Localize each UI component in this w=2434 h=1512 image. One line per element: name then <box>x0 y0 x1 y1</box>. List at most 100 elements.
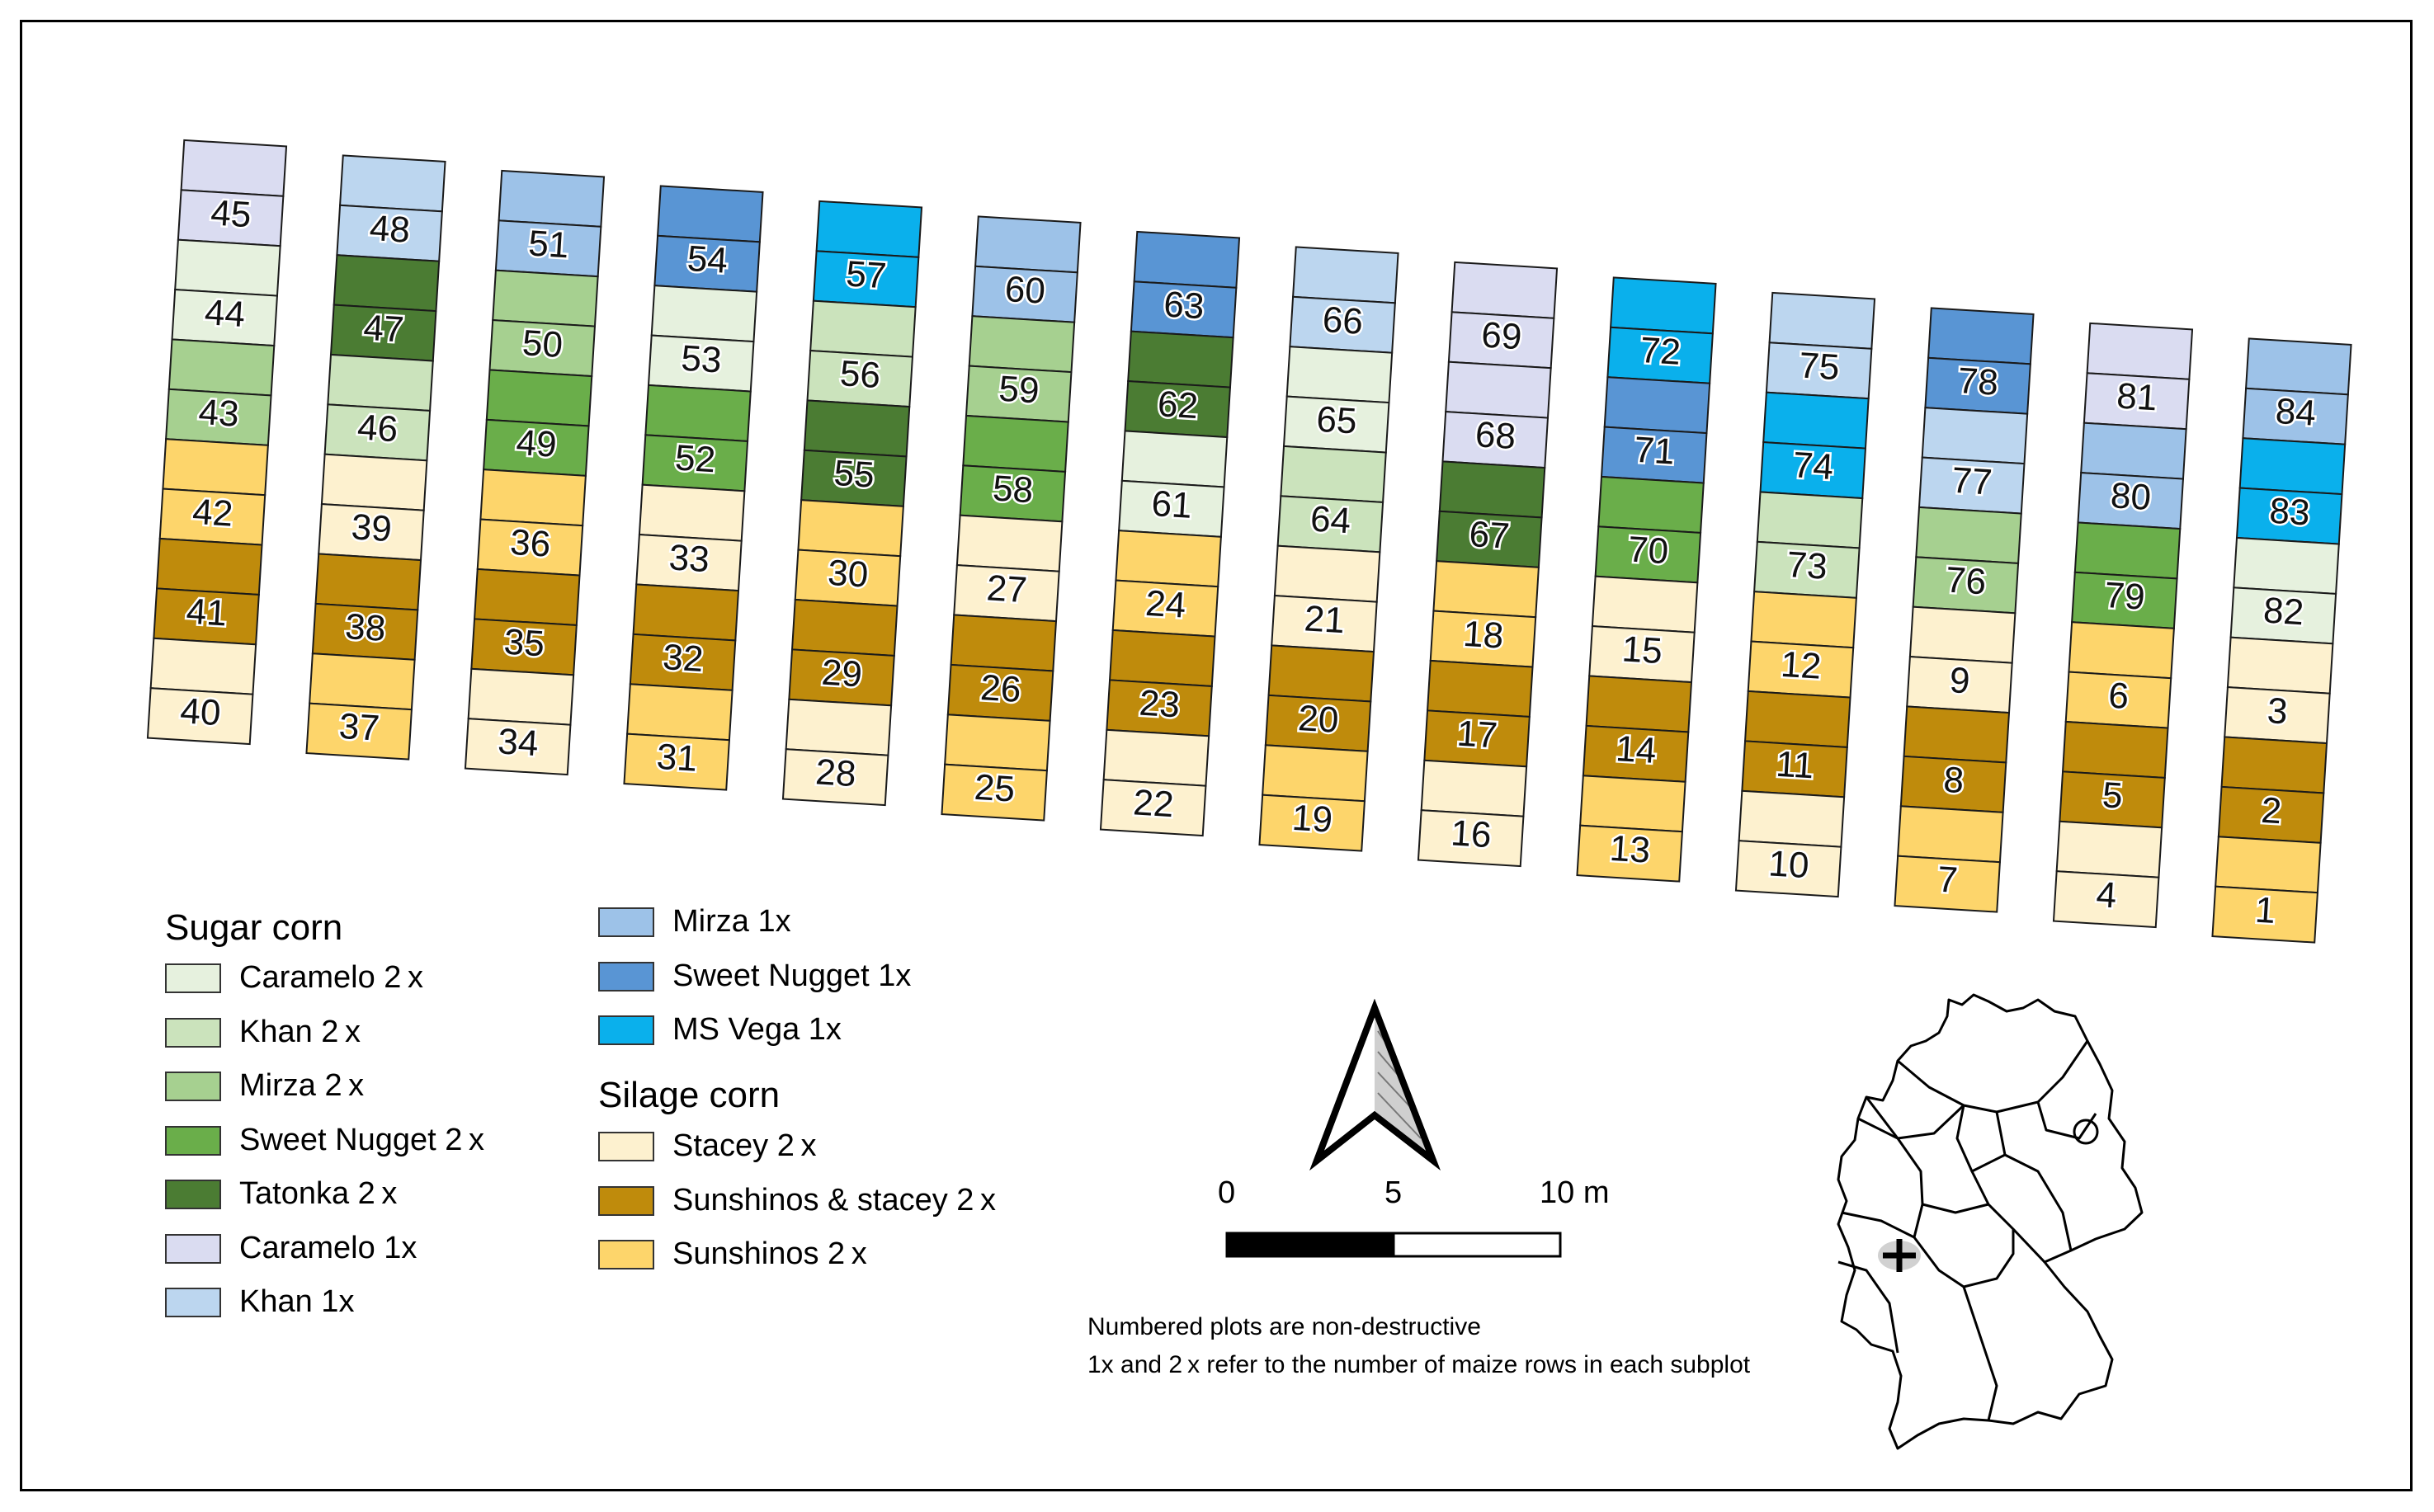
subplot-tatonka-2x <box>333 254 441 313</box>
plot-number: 50 <box>521 323 564 365</box>
north-arrow-icon <box>1309 998 1441 1171</box>
subplot-caramelo-2x <box>1285 346 1394 404</box>
legend-item-khan-1x: Khan 1x <box>165 1284 627 1321</box>
subplot-sunshinos-stacey-2x <box>155 537 263 596</box>
subplot-sunshinos-2x <box>626 683 734 742</box>
plot-number: 34 <box>497 721 540 764</box>
subplot-sweet-nugget-2x <box>1597 475 1705 534</box>
subplot-sweet-nugget-2x <box>962 414 1069 473</box>
legend-swatch <box>598 961 654 992</box>
subplot-stacey-2x <box>320 453 428 511</box>
plot-number: 28 <box>814 751 857 794</box>
subplot-caramelo-1x <box>1450 261 1559 319</box>
subplot-sunshinos-stacey-2x <box>2220 736 2328 794</box>
legend-swatch <box>165 1125 221 1156</box>
plot-strip: 66 65 64 21 20 19 <box>1258 246 1399 852</box>
plot-strips: 4544434241404847463938375150493635345453… <box>146 139 2352 944</box>
legend-item-tatonka-2x: Tatonka 2 x <box>165 1176 627 1213</box>
plot-strip: 48 47 46 39 38 37 <box>305 154 446 761</box>
subplot-sunshinos-2x <box>623 732 730 791</box>
plot-number: 5 <box>2101 775 2124 816</box>
legend-item-sweet-nugget-1x: Sweet Nugget 1x <box>598 959 1060 995</box>
scale-label-5: 5 <box>1384 1175 1403 1210</box>
plot-number: 71 <box>1633 430 1676 473</box>
subplot-sunshinos-2x <box>941 763 1048 822</box>
subplot-sweet-nugget-1x <box>1133 230 1241 289</box>
legend-swatch <box>165 1233 221 1264</box>
plot-number: 51 <box>527 223 570 266</box>
subplot-stacey-2x <box>2052 870 2160 929</box>
subplot-tatonka-2x <box>1127 330 1234 389</box>
subplot-stacey-2x <box>467 667 575 726</box>
plot-number: 4 <box>2095 874 2117 916</box>
legend-label: Tatonka 2 x <box>239 1176 398 1211</box>
germany-locator-map <box>1837 993 2144 1450</box>
plot-number: 22 <box>1132 782 1175 825</box>
note-non-destructive: Numbered plots are non-destructive <box>1087 1313 1481 1340</box>
plot-number: 48 <box>368 208 411 251</box>
plot-number: 19 <box>1291 798 1334 841</box>
subplot-sunshinos-stacey-2x <box>1743 690 1851 749</box>
legend-label: Mirza 2 x <box>239 1068 365 1103</box>
subplot-sunshinos-2x <box>162 438 269 497</box>
subplot-sunshinos-stacey-2x <box>2061 720 2169 780</box>
legend-label: Caramelo 1x <box>239 1230 417 1265</box>
legend-item-khan-2x: Khan 2 x <box>165 1014 627 1051</box>
subplot-mirza-1x <box>974 215 1082 274</box>
subplot-khan-2x <box>327 353 434 412</box>
legend-label: Caramelo 2 x <box>239 960 424 995</box>
subplot-sunshinos-2x <box>1897 805 2004 864</box>
subplot-ms-vega-1x <box>1762 391 1870 450</box>
subplot-sunshinos-2x <box>1894 855 2001 913</box>
subplot-sunshinos-2x <box>305 702 413 761</box>
subplot-mirza-1x <box>498 169 606 228</box>
subplot-stacey-2x <box>1591 575 1699 634</box>
subplot-ms-vega-1x <box>1610 276 1717 335</box>
plot-number: 77 <box>1951 460 1993 503</box>
plot-strip: 60 59 58 27 26 25 <box>941 215 1082 822</box>
plot-number: 62 <box>1157 384 1200 426</box>
plot-strip: 54 53 52 33 32 31 <box>623 185 764 791</box>
plot-number: 38 <box>344 606 387 649</box>
subplot-stacey-2x <box>146 687 254 746</box>
legend-swatch <box>165 1180 221 1209</box>
plot-number: 55 <box>833 453 875 496</box>
legend-swatch <box>165 1072 221 1101</box>
subplot-stacey-2x <box>1738 789 1846 848</box>
subplot-sunshinos-2x <box>1115 530 1222 588</box>
subplot-stacey-2x <box>1417 809 1525 868</box>
plot-number: 1 <box>2254 890 2276 931</box>
plot-number: 78 <box>1956 360 1999 403</box>
subplot-sunshinos-stacey-2x <box>950 614 1058 672</box>
plot-number: 2 <box>2260 790 2282 831</box>
subplot-sunshinos-2x <box>1432 560 1540 619</box>
plot-number: 57 <box>845 253 888 296</box>
scale-label-0: 0 <box>1218 1175 1236 1210</box>
subplot-sunshinos-2x <box>2068 621 2175 680</box>
plot-number: 73 <box>1785 544 1828 587</box>
subplot-khan-1x <box>1921 407 2029 465</box>
subplot-caramelo-1x <box>2086 322 2194 380</box>
plot-number: 27 <box>985 568 1028 610</box>
plot-number: 74 <box>1792 445 1835 488</box>
subplot-caramelo-2x <box>650 285 758 343</box>
subplot-sweet-nugget-1x <box>657 185 764 243</box>
plot-number: 39 <box>350 506 393 549</box>
plot-number: 56 <box>839 353 882 396</box>
subplot-khan-1x <box>1768 291 1876 350</box>
note-rows: 1x and 2 x refer to the number of maize … <box>1087 1351 1751 1378</box>
plot-strip: 75 74 73 12 11 10 <box>1734 291 1876 898</box>
subplot-sunshinos-stacey-2x <box>632 583 740 642</box>
subplot-sunshinos-2x <box>1258 794 1366 852</box>
legend-label: Khan 2 x <box>239 1014 361 1049</box>
subplot-caramelo-2x <box>2233 536 2340 595</box>
legend-label: Sweet Nugget 2 x <box>239 1122 485 1157</box>
subplot-caramelo-1x <box>1445 360 1552 419</box>
plot-number: 67 <box>1468 514 1511 557</box>
legend-swatch <box>598 1015 654 1045</box>
plot-number: 8 <box>1942 760 1965 801</box>
subplot-sunshinos-stacey-2x <box>1108 629 1216 688</box>
subplot-ms-vega-1x <box>815 200 923 258</box>
subplot-stacey-2x <box>2226 636 2334 695</box>
site-marker-icon <box>1878 1239 1921 1272</box>
